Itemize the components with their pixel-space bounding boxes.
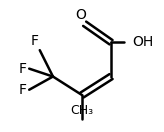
Text: CH₃: CH₃ [70,105,94,117]
Text: F: F [31,34,38,48]
Text: F: F [19,62,27,76]
Text: F: F [19,83,27,97]
Text: O: O [75,8,86,22]
Text: OH: OH [132,35,153,49]
